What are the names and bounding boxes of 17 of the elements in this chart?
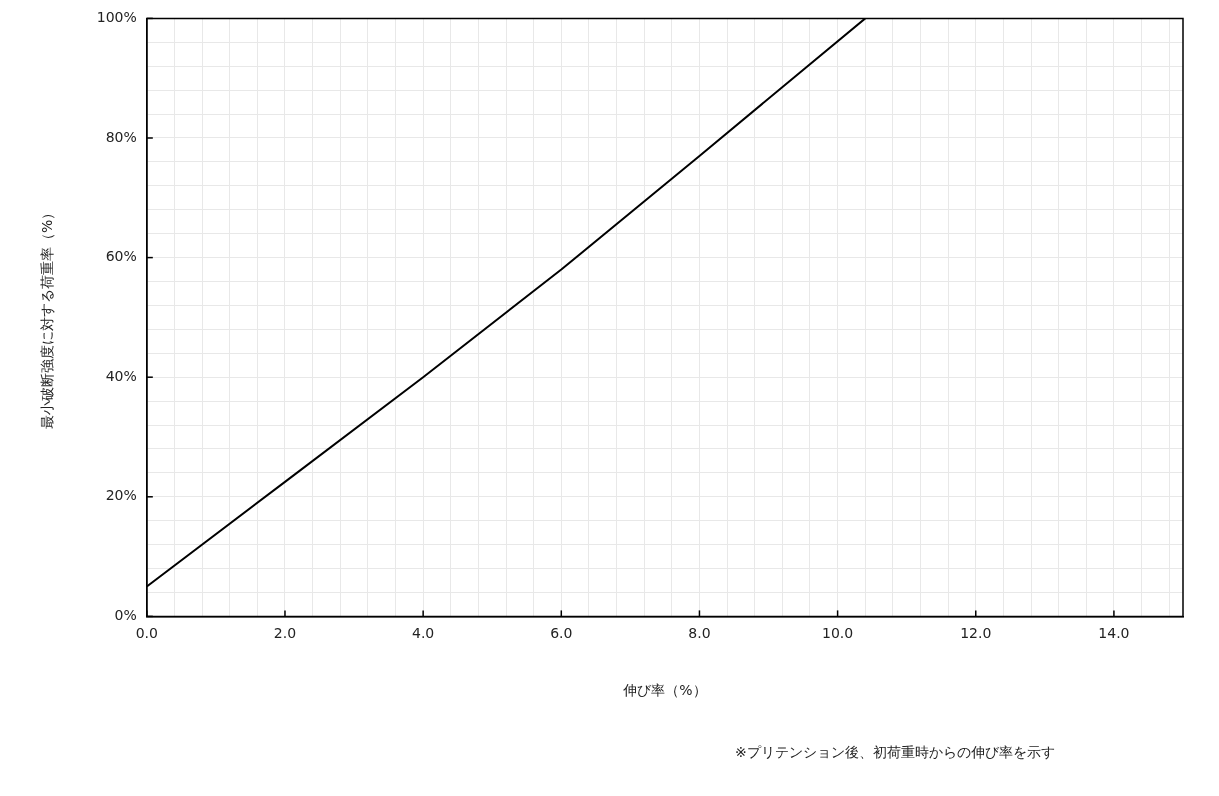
y-tick-label: 60% <box>105 248 137 265</box>
text: ※プリテンション後、初荷重時からの伸び率を示す <box>735 744 1055 762</box>
y-tick-label: 80% <box>105 128 137 145</box>
x-axis-title: 伸び率（%） <box>622 682 707 699</box>
x-tick-label: 10.0 <box>822 625 854 642</box>
x-tick-label: 4.0 <box>412 625 435 642</box>
y-axis-title: 最小破断強度に対する荷重率（%） <box>39 205 56 430</box>
y-tick-label: 100% <box>96 9 137 26</box>
y-tick-label: 20% <box>105 487 137 504</box>
x-tick-label: 8.0 <box>688 625 711 642</box>
y-tick-label: 0% <box>114 607 137 624</box>
x-tick-label: 0.0 <box>135 625 158 642</box>
x-tick-label: 12.0 <box>960 625 992 642</box>
x-tick-label: 2.0 <box>273 625 297 642</box>
x-tick-label: 14.0 <box>1098 625 1130 642</box>
x-tick-label: 6.0 <box>550 625 573 642</box>
y-tick-label: 40% <box>105 367 137 384</box>
